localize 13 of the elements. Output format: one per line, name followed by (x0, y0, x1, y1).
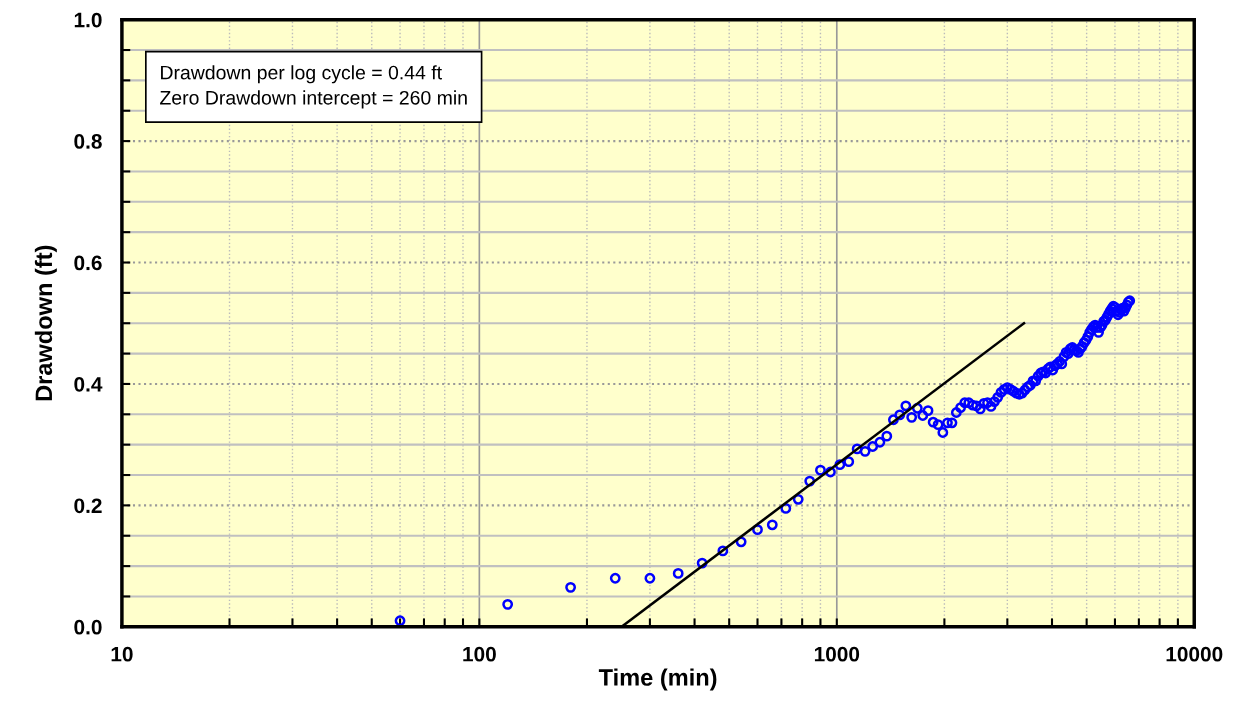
y-tick-label: 0.2 (74, 498, 102, 514)
x-tick-label: 10 (111, 646, 133, 662)
y-tick-label: 1.0 (74, 12, 102, 28)
annotation: Drawdown per log cycle = 0.44 ft Zero Drawdown intercept = 260 min (160, 65, 467, 109)
y-tick-label: 0.4 (74, 376, 103, 392)
x-tick-label: 1000 (814, 646, 860, 662)
y-tick-label: 0.0 (74, 619, 102, 635)
y-tick-label: 0.8 (74, 134, 102, 149)
x-axis-title: Time (min) (598, 668, 717, 691)
y-axis-title: Drawdown (ft) (34, 245, 57, 401)
y-tick-label: 0.6 (74, 255, 102, 271)
x-tick-label: 10000 (1166, 646, 1223, 662)
x-tick-label: 100 (463, 646, 496, 662)
